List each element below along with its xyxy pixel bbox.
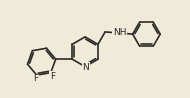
Text: F: F (34, 74, 39, 83)
Text: NH: NH (113, 28, 126, 37)
Text: F: F (50, 72, 55, 81)
Text: N: N (82, 63, 89, 72)
